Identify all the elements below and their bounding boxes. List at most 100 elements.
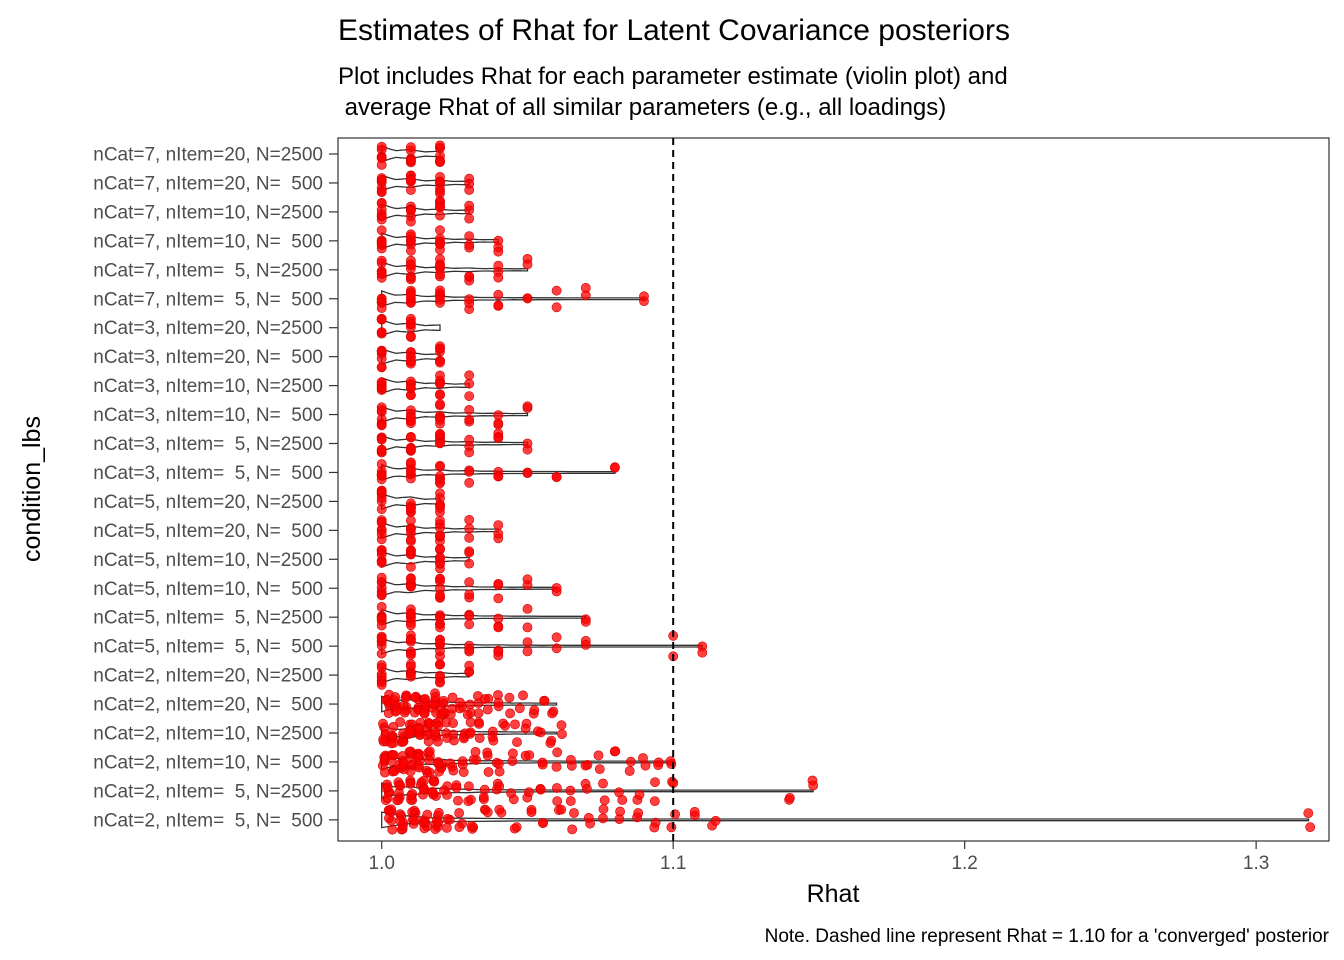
data-point bbox=[424, 755, 434, 766]
data-point bbox=[493, 758, 504, 769]
data-point bbox=[376, 314, 387, 325]
data-point bbox=[435, 285, 445, 296]
data-point bbox=[464, 391, 475, 401]
data-point bbox=[405, 635, 416, 645]
data-point bbox=[435, 294, 445, 305]
data-point bbox=[710, 815, 721, 826]
data-point bbox=[598, 778, 608, 789]
data-point bbox=[394, 780, 405, 790]
data-point bbox=[447, 692, 458, 703]
y-tick-label: nCat=2, nItem= 5, N= 500 bbox=[93, 810, 323, 831]
data-point bbox=[405, 671, 416, 682]
data-point bbox=[435, 413, 445, 423]
data-point bbox=[670, 809, 680, 820]
data-point bbox=[432, 736, 443, 747]
data-point bbox=[464, 466, 475, 477]
data-point bbox=[434, 766, 444, 777]
data-point bbox=[405, 650, 416, 660]
data-point bbox=[464, 414, 475, 425]
data-point bbox=[808, 780, 819, 791]
data-point bbox=[405, 383, 416, 393]
data-point bbox=[493, 593, 504, 604]
data-point bbox=[435, 269, 445, 280]
data-point bbox=[598, 804, 609, 815]
data-point bbox=[510, 719, 520, 730]
data-point bbox=[580, 617, 591, 627]
data-point bbox=[382, 782, 393, 792]
y-tick-label: nCat=2, nItem= 5, N=2500 bbox=[93, 781, 323, 802]
data-point bbox=[610, 746, 621, 756]
data-point bbox=[376, 327, 387, 338]
data-point bbox=[626, 756, 636, 767]
data-point bbox=[479, 694, 490, 704]
data-point bbox=[410, 692, 421, 703]
data-point bbox=[435, 202, 445, 212]
data-point bbox=[493, 433, 504, 443]
data-point bbox=[376, 405, 387, 415]
data-point bbox=[409, 805, 420, 816]
violin bbox=[381, 376, 470, 395]
data-point bbox=[405, 465, 416, 476]
data-point bbox=[556, 720, 567, 731]
data-point bbox=[567, 824, 578, 835]
data-point bbox=[405, 289, 416, 300]
data-point bbox=[509, 823, 520, 834]
data-point bbox=[535, 784, 546, 795]
data-point bbox=[1303, 808, 1314, 818]
data-point bbox=[520, 723, 531, 734]
data-point bbox=[639, 291, 649, 302]
data-point bbox=[493, 579, 504, 589]
data-point bbox=[465, 699, 475, 710]
chart-title: Estimates of Rhat for Latent Covariance … bbox=[338, 14, 1010, 47]
data-point bbox=[420, 817, 431, 828]
data-point bbox=[599, 795, 610, 806]
data-point bbox=[464, 533, 475, 543]
data-point bbox=[518, 690, 528, 701]
data-point bbox=[464, 644, 475, 655]
violin bbox=[381, 289, 645, 308]
violin-layer bbox=[381, 145, 1310, 829]
data-point bbox=[376, 572, 387, 583]
y-tick-label: nCat=5, nItem= 5, N= 500 bbox=[93, 637, 323, 658]
data-point bbox=[376, 255, 387, 266]
data-point bbox=[565, 796, 576, 806]
data-point bbox=[438, 696, 449, 706]
data-point bbox=[376, 152, 387, 163]
data-point bbox=[435, 140, 445, 151]
data-point bbox=[412, 752, 423, 762]
data-point bbox=[551, 632, 562, 643]
data-point bbox=[464, 239, 475, 250]
data-point bbox=[493, 300, 504, 311]
y-tick-label: nCat=7, nItem=20, N= 500 bbox=[93, 173, 323, 194]
data-point bbox=[649, 822, 660, 833]
data-point bbox=[427, 787, 438, 797]
data-point bbox=[376, 602, 387, 612]
data-point bbox=[634, 789, 645, 800]
data-point bbox=[378, 718, 388, 729]
data-point bbox=[405, 444, 416, 455]
data-point bbox=[405, 352, 416, 363]
data-point bbox=[464, 610, 475, 621]
data-point bbox=[376, 549, 387, 560]
data-point bbox=[382, 793, 393, 803]
y-tick-label: nCat=3, nItem=20, N=2500 bbox=[93, 318, 323, 339]
data-point bbox=[376, 662, 387, 673]
data-point bbox=[465, 794, 476, 805]
data-point bbox=[615, 806, 625, 817]
data-point bbox=[504, 692, 515, 703]
data-point bbox=[464, 660, 475, 671]
data-point bbox=[580, 778, 591, 789]
data-point bbox=[435, 573, 445, 584]
data-point bbox=[405, 185, 416, 195]
data-point bbox=[522, 293, 533, 304]
data-point bbox=[435, 590, 445, 600]
data-point bbox=[413, 760, 424, 771]
data-point bbox=[522, 438, 533, 449]
data-point bbox=[463, 781, 474, 792]
data-point bbox=[405, 779, 416, 789]
data-point bbox=[420, 694, 430, 704]
data-point bbox=[404, 725, 415, 736]
data-point bbox=[419, 784, 430, 795]
violin bbox=[381, 666, 470, 684]
y-tick-label: nCat=3, nItem=20, N= 500 bbox=[93, 347, 323, 368]
